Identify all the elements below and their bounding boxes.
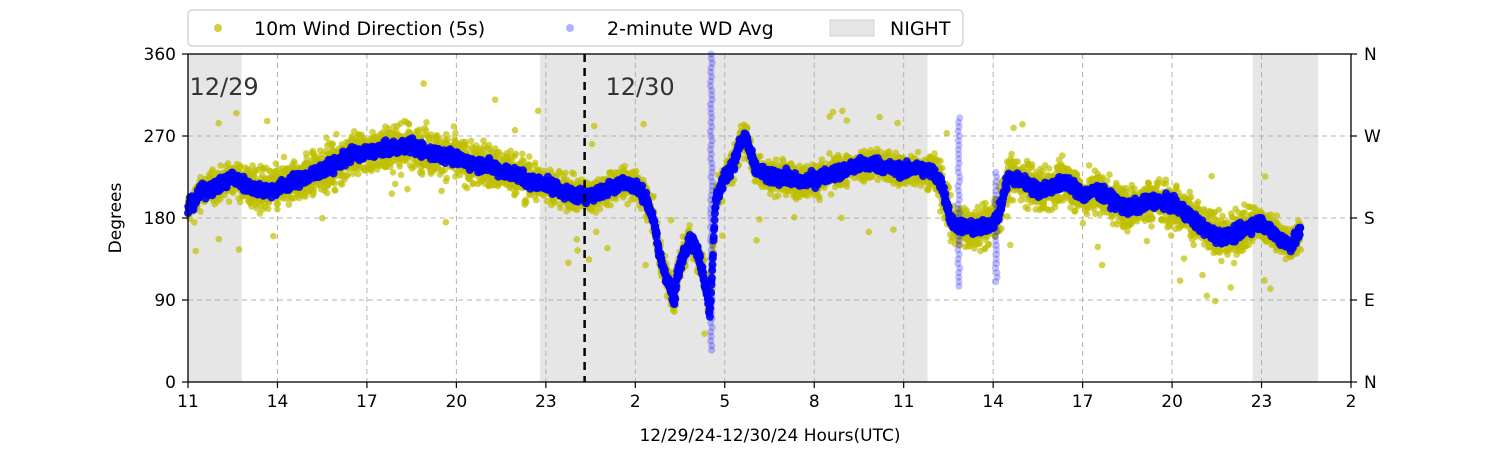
data-point-5s	[333, 130, 340, 138]
data-point-5s	[274, 200, 282, 207]
data-point-5s	[423, 119, 430, 126]
data-point-5s	[323, 134, 330, 142]
data-point-5s	[444, 136, 452, 143]
data-point-5s	[452, 129, 459, 137]
data-point-5s	[191, 219, 198, 226]
data-point-5s	[562, 169, 569, 177]
data-point-5s	[441, 166, 449, 174]
data-point-5s	[416, 126, 423, 133]
data-point-5s	[396, 163, 404, 170]
data-point-5s	[557, 204, 564, 212]
data-point-5s	[1039, 167, 1047, 175]
data-point-5s	[338, 181, 346, 188]
data-point-5s	[816, 196, 823, 204]
data-point-5s	[302, 193, 309, 200]
data-point-5s	[331, 186, 338, 194]
data-point-5s	[1014, 158, 1021, 165]
data-point-5s	[344, 172, 351, 179]
data-point-5s	[272, 160, 280, 167]
data-point-5s	[757, 152, 764, 160]
data-point-5s	[550, 198, 558, 205]
data-point-5s	[236, 162, 244, 169]
data-point-5s	[596, 205, 604, 213]
data-point-5s	[512, 150, 520, 158]
data-point-5s	[621, 162, 628, 170]
data-point-5s	[303, 154, 311, 162]
data-point-5s	[422, 127, 430, 134]
data-point-5s	[285, 201, 293, 208]
data-point-5s	[976, 239, 983, 247]
data-point-5s	[774, 192, 782, 199]
data-point-5s	[331, 180, 339, 187]
data-point-5s	[525, 161, 532, 168]
data-point-5s	[772, 156, 780, 163]
data-point-5s	[686, 222, 693, 229]
data-point-5s	[671, 308, 678, 316]
data-point-5s	[463, 184, 471, 192]
data-point-5s	[236, 198, 244, 206]
data-point-5s	[526, 153, 533, 160]
data-point-5s	[323, 189, 331, 197]
data-point-5s	[225, 198, 233, 205]
data-point-5s	[1009, 197, 1017, 204]
data-point-5s	[569, 169, 576, 176]
data-point-5s	[443, 174, 451, 182]
data-point-5s	[328, 141, 336, 148]
night-band-1	[539, 54, 928, 382]
data-point-5s	[633, 167, 640, 175]
data-point-5s	[843, 178, 851, 186]
data-point-5s	[519, 150, 526, 158]
data-point-5s	[274, 206, 281, 213]
data-point-5s	[389, 169, 397, 176]
data-point-5s	[467, 137, 475, 145]
data-point-5s	[1008, 150, 1015, 158]
data-point-5s	[937, 157, 944, 165]
data-point-5s	[217, 162, 224, 169]
data-point-5s	[532, 159, 539, 167]
data-point-5s	[985, 241, 992, 249]
data-point-5s	[533, 196, 540, 204]
data-point-5s	[197, 208, 204, 215]
data-point-5s	[397, 171, 405, 179]
data-point-5s	[349, 170, 357, 177]
data-point-5s	[443, 131, 450, 138]
data-point-5s	[1028, 161, 1036, 168]
data-point-5s	[354, 170, 362, 178]
data-point-5s	[650, 192, 657, 200]
data-point-5s	[418, 168, 426, 175]
data-point-5s	[450, 123, 458, 130]
data-point-5s	[1059, 152, 1066, 159]
data-point-5s	[291, 160, 298, 167]
data-point-5s	[1024, 205, 1032, 213]
data-point-5s	[939, 164, 946, 172]
data-point-5s	[1045, 165, 1053, 172]
data-point-5s	[827, 191, 835, 198]
data-point-5s	[982, 199, 989, 207]
data-point-5s	[280, 153, 288, 161]
data-point-5s	[265, 205, 272, 213]
data-point-5s	[914, 148, 922, 156]
data-point-5s	[405, 120, 413, 128]
night-band-0	[188, 54, 242, 382]
data-point-5s	[607, 201, 614, 209]
data-point-5s	[522, 199, 530, 206]
data-point-5s	[369, 128, 376, 136]
